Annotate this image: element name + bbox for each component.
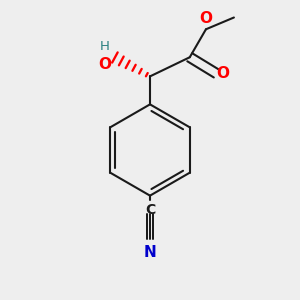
Text: C: C — [145, 203, 155, 217]
Text: H: H — [99, 40, 109, 53]
Text: O: O — [216, 66, 229, 81]
Text: N: N — [144, 244, 156, 260]
Text: O: O — [98, 57, 111, 72]
Text: O: O — [200, 11, 212, 26]
